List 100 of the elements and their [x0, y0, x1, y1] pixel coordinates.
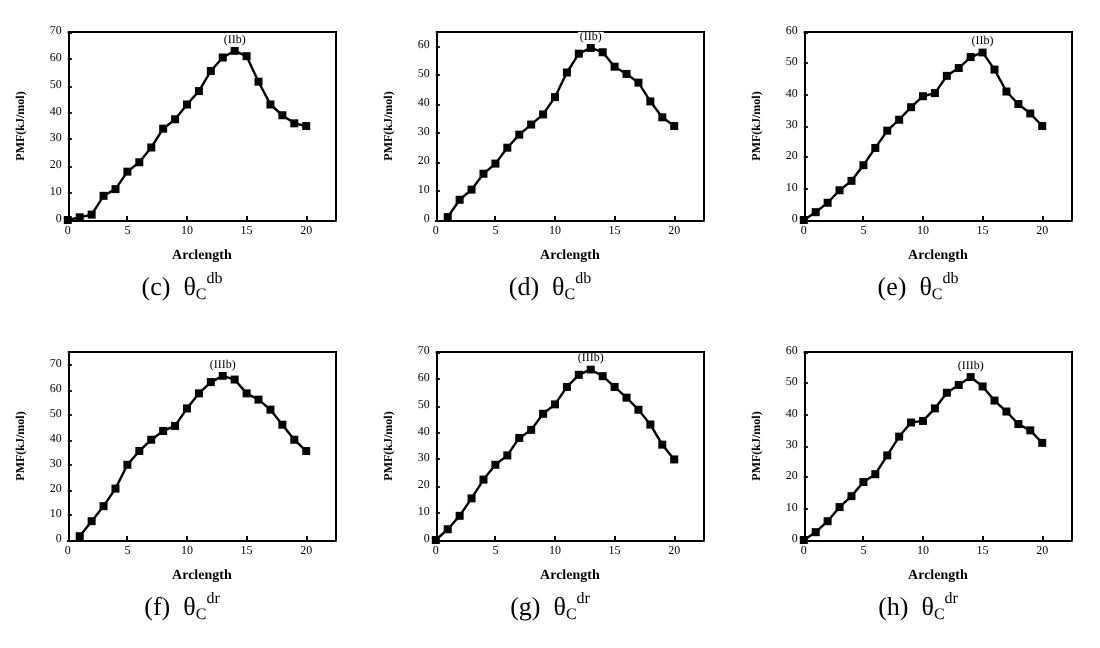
point	[811, 208, 820, 217]
point	[1038, 122, 1047, 130]
point	[634, 78, 643, 87]
point	[242, 389, 251, 398]
point	[586, 365, 595, 374]
point	[610, 62, 619, 71]
point	[574, 370, 583, 379]
point	[1038, 438, 1047, 447]
point	[835, 503, 844, 512]
point	[658, 440, 667, 449]
point	[978, 48, 987, 57]
point	[574, 49, 583, 58]
point	[646, 420, 655, 429]
point	[1026, 109, 1035, 118]
point	[847, 492, 856, 501]
point	[907, 418, 916, 427]
point	[670, 455, 679, 464]
point	[194, 87, 203, 96]
point	[586, 43, 595, 52]
point	[183, 100, 191, 109]
point	[503, 451, 512, 460]
point	[562, 382, 571, 391]
point	[515, 433, 524, 442]
point	[218, 53, 227, 62]
point	[147, 143, 156, 152]
point	[622, 393, 631, 402]
point	[598, 372, 607, 381]
point	[527, 425, 536, 434]
point	[266, 405, 275, 414]
point	[111, 185, 120, 194]
point	[966, 373, 975, 382]
point	[242, 52, 251, 61]
point	[467, 494, 476, 503]
point	[455, 195, 464, 204]
point	[171, 115, 180, 124]
point	[539, 110, 548, 119]
point	[455, 511, 464, 520]
point	[622, 69, 631, 78]
point	[1002, 87, 1011, 96]
point	[171, 421, 180, 430]
point	[871, 470, 880, 479]
point	[515, 130, 524, 139]
point	[919, 416, 927, 425]
point	[135, 158, 144, 167]
point	[966, 53, 975, 62]
point	[230, 46, 239, 55]
point	[254, 77, 263, 86]
point	[658, 113, 667, 122]
point	[290, 119, 299, 128]
point	[443, 525, 452, 534]
point	[254, 395, 263, 404]
point	[135, 447, 144, 456]
point	[194, 389, 203, 398]
point	[907, 103, 916, 112]
point	[479, 475, 488, 484]
point	[670, 122, 679, 130]
point	[1026, 426, 1035, 435]
point	[302, 122, 311, 130]
point	[610, 382, 619, 391]
point	[990, 396, 999, 405]
point	[206, 378, 215, 387]
point	[895, 432, 904, 441]
point	[123, 460, 132, 469]
point	[1014, 100, 1023, 109]
point	[942, 71, 951, 80]
point	[551, 400, 559, 409]
point	[230, 375, 239, 384]
point	[847, 176, 856, 185]
point	[823, 517, 832, 526]
point	[823, 198, 832, 207]
point	[634, 405, 643, 414]
point	[1002, 407, 1011, 416]
point	[99, 191, 108, 200]
point	[147, 435, 156, 444]
point	[835, 186, 844, 195]
point	[290, 435, 299, 444]
point	[183, 404, 191, 413]
point	[930, 89, 939, 98]
point	[859, 478, 868, 487]
point	[278, 420, 287, 429]
point	[159, 124, 168, 133]
point	[942, 388, 951, 397]
point	[954, 64, 963, 73]
point	[551, 93, 559, 102]
point	[99, 502, 108, 511]
point	[302, 447, 311, 456]
point	[479, 169, 488, 178]
point	[562, 68, 571, 77]
point	[87, 210, 96, 219]
point	[266, 100, 275, 109]
point	[527, 120, 536, 129]
point	[871, 143, 880, 152]
point	[503, 143, 512, 152]
point	[206, 66, 215, 75]
point	[990, 65, 999, 74]
point	[883, 126, 892, 135]
point	[159, 426, 168, 435]
point	[278, 111, 287, 120]
point	[978, 382, 987, 391]
point	[919, 92, 927, 101]
